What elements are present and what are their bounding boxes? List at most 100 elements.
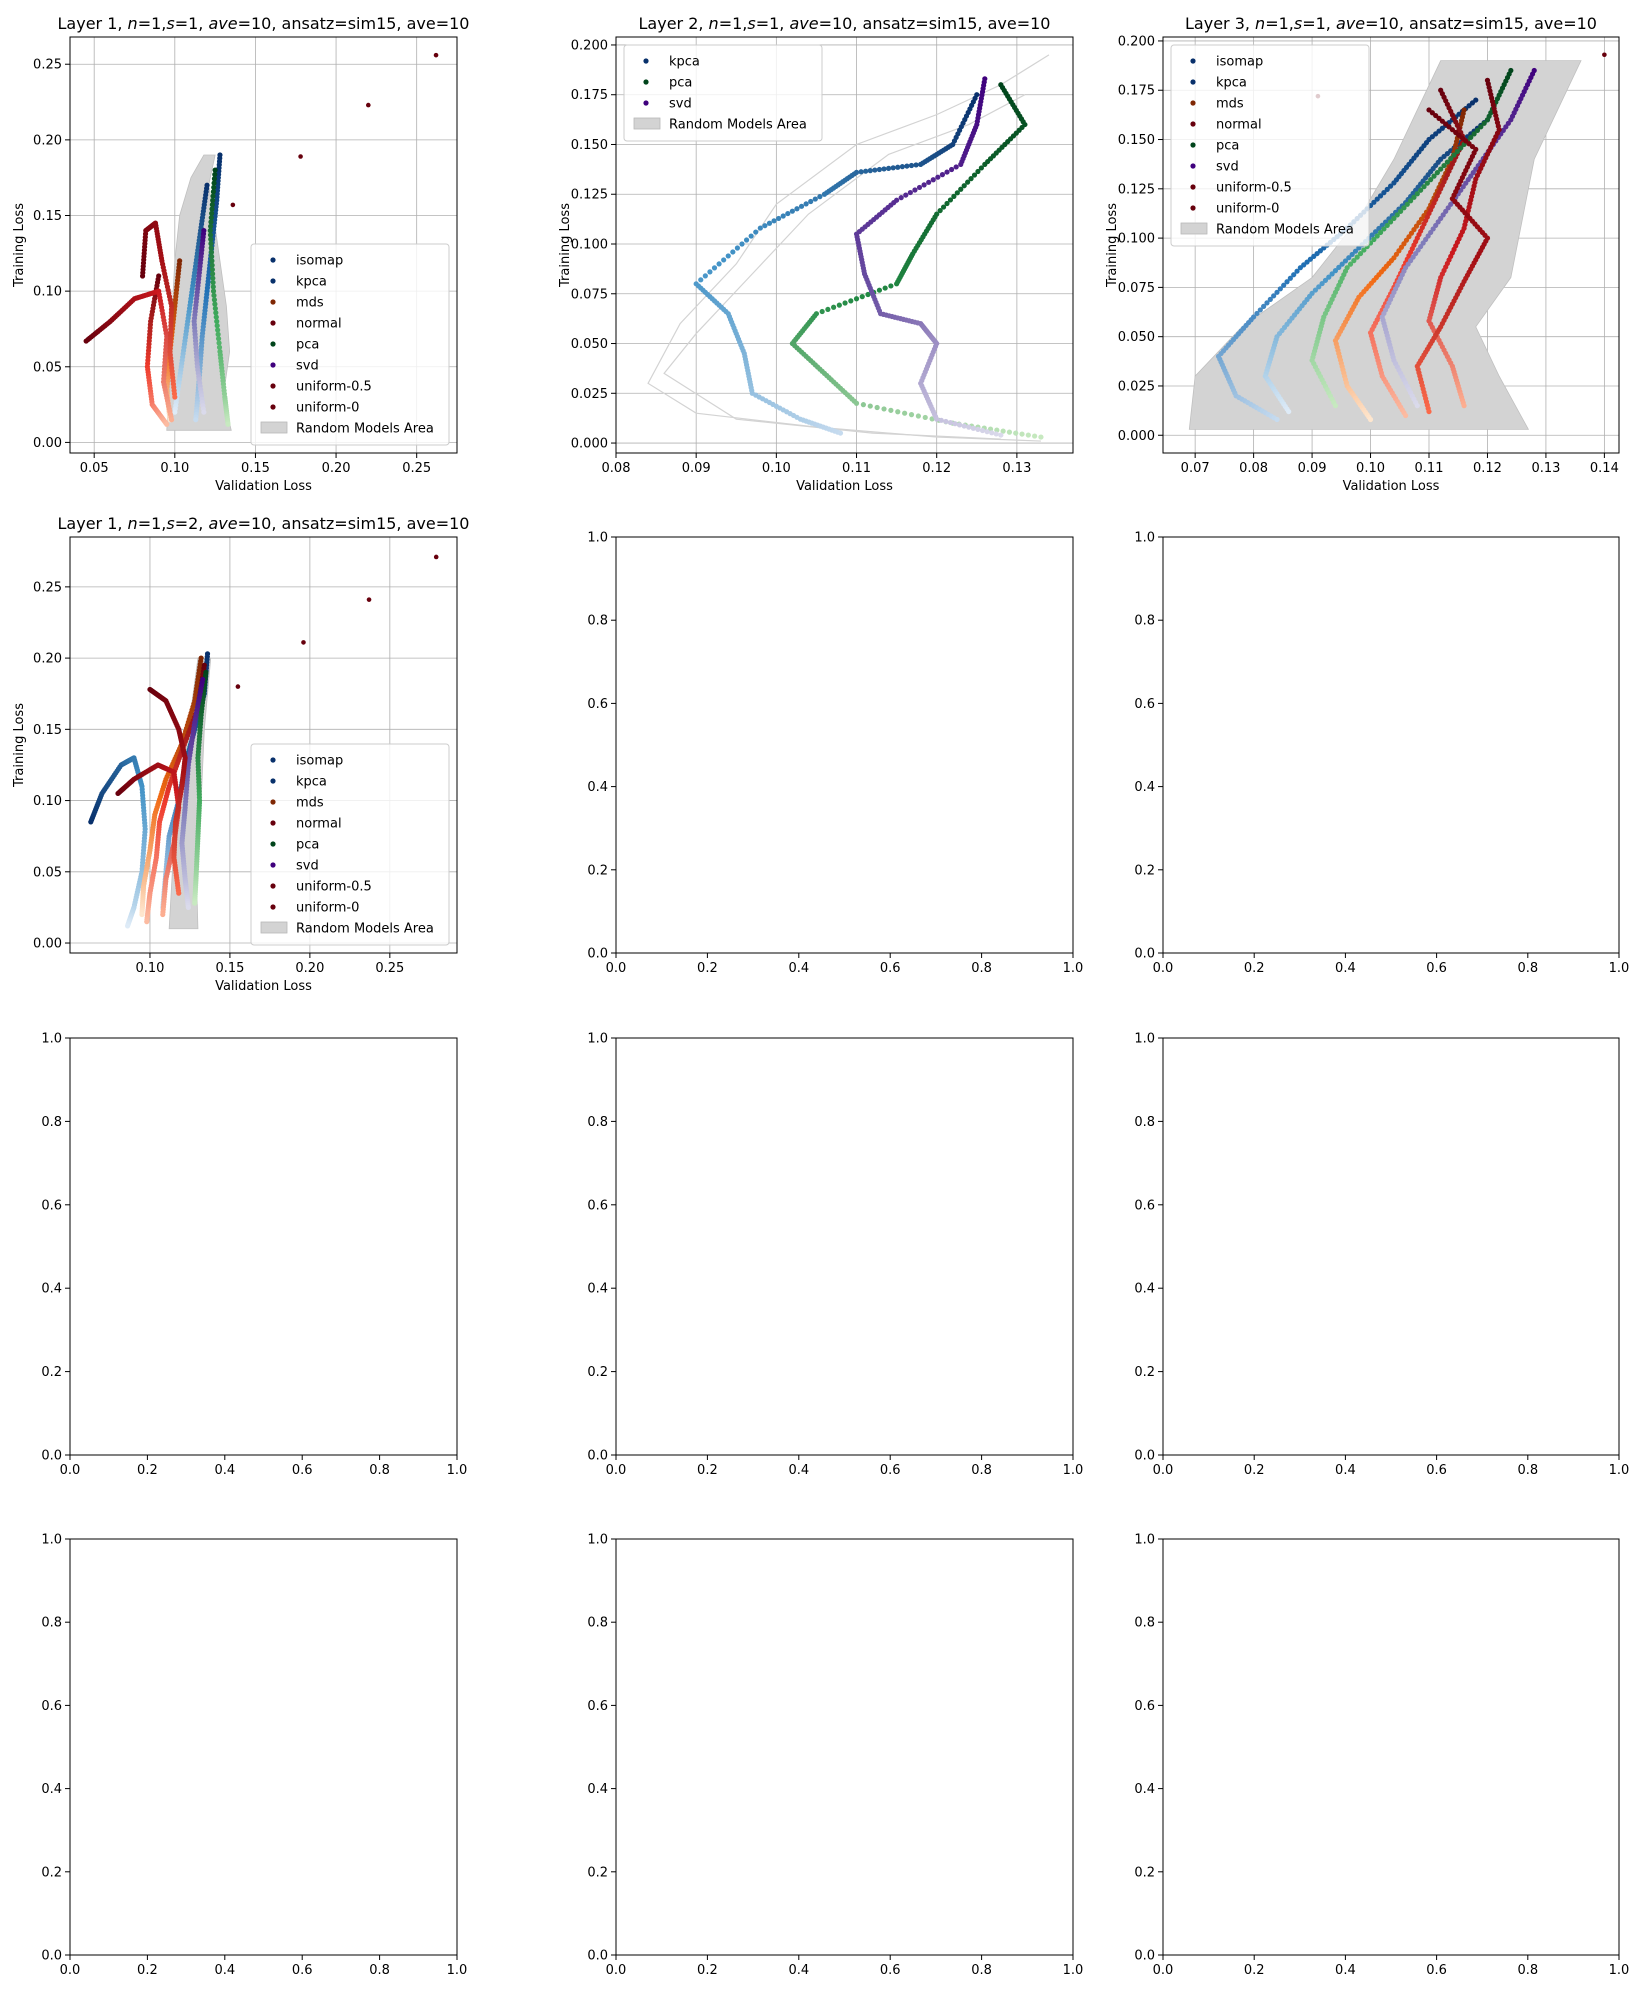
data-point: [895, 164, 901, 170]
data-point: [903, 192, 909, 198]
data-point: [1038, 434, 1044, 440]
title-part: s: [1294, 14, 1302, 33]
data-point: [1284, 279, 1290, 285]
series-kpca: [172, 182, 210, 415]
series-svd: [191, 228, 207, 415]
data-point: [193, 417, 199, 423]
data-point: [208, 249, 215, 255]
data-point: [208, 219, 214, 225]
tick-label-y: 0.075: [571, 287, 608, 302]
tick-label-y: 0.0: [41, 1449, 62, 1464]
data-point: [916, 184, 923, 191]
data-point: [930, 177, 936, 183]
data-point: [209, 258, 215, 264]
data-point: [1261, 303, 1267, 310]
data-point: [819, 308, 825, 315]
tick-label-x: 0.0: [1153, 1963, 1174, 1978]
title-part: =1,: [1265, 14, 1294, 33]
data-point: [208, 236, 214, 242]
data-point-outlier: [301, 640, 306, 645]
data-point: [867, 403, 873, 409]
tick-label-y: 0.8: [41, 1115, 62, 1130]
subplot-title: Layer 2, n=1,s=1, ave=10, ansatz=sim15, …: [639, 14, 1051, 33]
data-point: [958, 186, 964, 192]
tick-label-x: 0.25: [402, 461, 431, 476]
legend-label: svd: [669, 97, 692, 112]
legend-label: kpca: [296, 775, 327, 790]
tick-label-y: 0.175: [571, 88, 608, 103]
data-point: [1426, 408, 1432, 415]
data-point: [1394, 212, 1400, 218]
tick-label-y: 0.4: [587, 1282, 608, 1297]
data-point: [1376, 225, 1382, 232]
random-models-area: [1188, 60, 1582, 430]
data-point: [1322, 277, 1329, 283]
tick-label-y: 1.0: [587, 1533, 608, 1548]
axes-frame: [69, 1037, 458, 1456]
data-point: [1458, 145, 1464, 151]
legend-swatch: [1180, 222, 1208, 235]
tick-label-x: 0.20: [322, 461, 351, 476]
data-point: [961, 423, 967, 429]
tick-label-y: 0.20: [33, 652, 62, 667]
legend-frame: [1170, 44, 1370, 247]
data-point: [922, 414, 928, 421]
data-point: [881, 406, 887, 412]
data-point: [812, 196, 818, 202]
tick-label-x: 0.4: [214, 1463, 235, 1478]
data-point: [707, 269, 713, 275]
axes-frame: [1162, 1538, 1620, 1956]
y-axis-label: Training Loss: [558, 203, 573, 288]
series-normal: [144, 273, 170, 427]
data-point: [1339, 261, 1345, 267]
tick-label-y: 1.0: [1134, 1032, 1155, 1047]
data-point: [211, 176, 218, 182]
data-point: [965, 179, 971, 185]
data-point: [1274, 416, 1280, 423]
data-point: [210, 288, 217, 294]
title-part: n: [1255, 14, 1265, 33]
data-point: [1297, 265, 1303, 271]
tick-label-y: 0.6: [587, 1198, 608, 1213]
data-point: [836, 302, 842, 308]
data-point-outlier: [230, 202, 236, 208]
title-part: =1,: [1302, 14, 1336, 33]
data-point: [947, 419, 954, 426]
data-point: [989, 430, 995, 436]
legend-marker: [1190, 184, 1196, 190]
data-point: [1257, 307, 1263, 313]
tick-label-x: 0.20: [295, 961, 324, 976]
tick-label-y: 0.4: [41, 1282, 62, 1297]
data-point: [730, 249, 736, 255]
data-point: [943, 418, 949, 425]
data-point: [207, 232, 214, 238]
tick-label-y: 0.4: [1134, 780, 1155, 795]
tick-label-x: 0.6: [1426, 961, 1447, 976]
title-part: =2,: [175, 514, 209, 533]
tick-label-y: 0.6: [41, 1699, 62, 1714]
axes-frame: [615, 36, 1074, 454]
tick-label-y: 0.000: [571, 437, 608, 452]
data-point: [907, 189, 913, 196]
tick-label-y: 0.2: [587, 1865, 608, 1880]
data-point: [885, 165, 892, 171]
data-point: [1408, 198, 1414, 204]
data-point: [144, 919, 150, 925]
tick-label-x: 0.6: [880, 961, 901, 976]
title-part: Layer 1,: [58, 14, 128, 33]
data-point: [1384, 186, 1390, 192]
tick-label-x: 0.25: [375, 961, 404, 976]
legend-marker: [270, 404, 276, 410]
series-pca: [1309, 67, 1514, 409]
series-mds: [139, 655, 204, 918]
data-point: [1384, 222, 1390, 229]
tick-label-y: 0.050: [571, 337, 608, 352]
legend-marker: [270, 820, 276, 826]
tick-label-x: 0.6: [1426, 1963, 1447, 1978]
tick-label-y: 0.025: [1118, 379, 1155, 394]
series-uniform-0.5: [83, 288, 175, 423]
tick-label-y: 0.6: [587, 1699, 608, 1714]
tick-label-x: 1.0: [1063, 961, 1084, 976]
data-point: [192, 900, 198, 906]
data-point: [172, 409, 178, 415]
